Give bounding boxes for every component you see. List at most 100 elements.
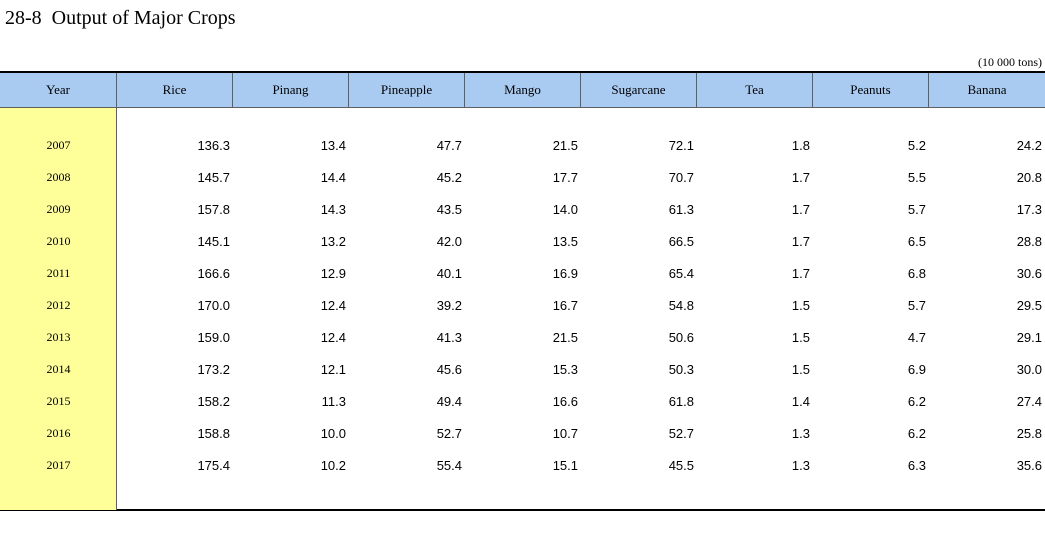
value-cell: 1.7 bbox=[791, 233, 810, 249]
year-cell: 2012 bbox=[46, 297, 71, 312]
value-cell: 39.2 bbox=[436, 297, 462, 313]
value-cell: 43.5 bbox=[436, 201, 462, 217]
year-cell: 2008 bbox=[46, 169, 71, 184]
header-rice: Rice bbox=[117, 73, 233, 107]
value-cell: 5.7 bbox=[907, 297, 926, 313]
header-pineapple: Pineapple bbox=[349, 73, 465, 107]
value-cell: 52.7 bbox=[668, 425, 694, 441]
table-row: 2013 159.0 12.4 41.3 21.5 50.6 1.5 4.7 29.1 bbox=[0, 321, 1045, 353]
header-sugarcane: Sugarcane bbox=[581, 73, 697, 107]
value-cell: 16.7 bbox=[552, 297, 578, 313]
table-row: 2008 145.7 14.4 45.2 17.7 70.7 1.7 5.5 20.8 bbox=[0, 161, 1045, 193]
value-cell: 1.3 bbox=[791, 425, 810, 441]
value-cell: 5.5 bbox=[907, 169, 926, 185]
value-cell: 21.5 bbox=[552, 137, 578, 153]
page-title: 28-8 Output of Major Crops bbox=[5, 7, 236, 29]
value-cell: 16.9 bbox=[552, 265, 578, 281]
value-cell: 25.8 bbox=[1016, 425, 1042, 441]
value-cell: 12.1 bbox=[320, 361, 346, 377]
value-cell: 5.7 bbox=[907, 201, 926, 217]
value-cell: 21.5 bbox=[552, 329, 578, 345]
table-row: 2014 173.2 12.1 45.6 15.3 50.3 1.5 6.9 30.0 bbox=[0, 353, 1045, 385]
value-cell: 4.7 bbox=[907, 329, 926, 345]
table-row: 2015 158.2 11.3 49.4 16.6 61.8 1.4 6.2 27.4 bbox=[0, 385, 1045, 417]
value-cell: 158.8 bbox=[197, 425, 230, 441]
table-rows: 2007 136.3 13.4 47.7 21.5 72.1 1.8 5.2 24.2 2008 1… bbox=[0, 129, 1045, 481]
value-cell: 41.3 bbox=[436, 329, 462, 345]
header-mango: Mango bbox=[465, 73, 581, 107]
value-cell: 11.3 bbox=[321, 393, 346, 409]
value-cell: 17.7 bbox=[552, 169, 578, 185]
value-cell: 14.0 bbox=[552, 201, 578, 217]
table-row: 2017 175.4 10.2 55.4 15.1 45.5 1.3 6.3 35.6 bbox=[0, 449, 1045, 481]
value-cell: 65.4 bbox=[668, 265, 694, 281]
header-peanuts: Peanuts bbox=[813, 73, 929, 107]
value-cell: 6.2 bbox=[907, 393, 926, 409]
value-cell: 40.1 bbox=[436, 265, 462, 281]
value-cell: 30.6 bbox=[1016, 265, 1042, 281]
value-cell: 1.3 bbox=[791, 457, 810, 473]
value-cell: 15.3 bbox=[552, 361, 578, 377]
table-row: 2007 136.3 13.4 47.7 21.5 72.1 1.8 5.2 24.2 bbox=[0, 129, 1045, 161]
header-banana: Banana bbox=[967, 82, 1007, 97]
value-cell: 66.5 bbox=[668, 233, 694, 249]
value-cell: 70.7 bbox=[668, 169, 694, 185]
value-cell: 13.2 bbox=[320, 233, 346, 249]
value-cell: 29.1 bbox=[1016, 329, 1042, 345]
table-row: 2016 158.8 10.0 52.7 10.7 52.7 1.3 6.2 25.8 bbox=[0, 417, 1045, 449]
value-cell: 158.2 bbox=[197, 393, 230, 409]
value-cell: 145.7 bbox=[197, 169, 230, 185]
value-cell: 170.0 bbox=[197, 297, 230, 313]
year-cell: 2011 bbox=[46, 265, 71, 280]
table-row: 2011 166.6 12.9 40.1 16.9 65.4 1.7 6.8 30.6 bbox=[0, 257, 1045, 289]
value-cell: 14.3 bbox=[320, 201, 346, 217]
value-cell: 10.2 bbox=[320, 457, 346, 473]
value-cell: 6.2 bbox=[907, 425, 926, 441]
value-cell: 28.8 bbox=[1016, 233, 1042, 249]
year-column-highlight bbox=[0, 108, 117, 510]
value-cell: 12.4 bbox=[320, 297, 346, 313]
value-cell: 6.9 bbox=[907, 361, 926, 377]
value-cell: 29.5 bbox=[1016, 297, 1042, 313]
table-row: 2010 145.1 13.2 42.0 13.5 66.5 1.7 6.5 28.8 bbox=[0, 225, 1045, 257]
value-cell: 30.0 bbox=[1016, 361, 1042, 377]
value-cell: 27.4 bbox=[1016, 393, 1042, 409]
value-cell: 17.3 bbox=[1016, 201, 1042, 217]
header-tea: Tea bbox=[697, 73, 813, 107]
value-cell: 175.4 bbox=[197, 457, 230, 473]
value-cell: 1.8 bbox=[791, 137, 810, 153]
value-cell: 50.3 bbox=[668, 361, 694, 377]
table-row: 2009 157.8 14.3 43.5 14.0 61.3 1.7 5.7 17.3 bbox=[0, 193, 1045, 225]
year-cell: 2013 bbox=[46, 329, 71, 344]
value-cell: 16.6 bbox=[552, 393, 578, 409]
unit-label: (10 000 tons) bbox=[978, 55, 1042, 69]
year-cell: 2017 bbox=[46, 457, 71, 472]
value-cell: 159.0 bbox=[197, 329, 230, 345]
value-cell: 1.5 bbox=[791, 361, 810, 377]
year-cell: 2016 bbox=[46, 425, 71, 440]
value-cell: 136.3 bbox=[197, 137, 230, 153]
value-cell: 45.6 bbox=[436, 361, 462, 377]
value-cell: 157.8 bbox=[197, 201, 230, 217]
value-cell: 173.2 bbox=[197, 361, 230, 377]
value-cell: 52.7 bbox=[436, 425, 462, 441]
value-cell: 13.5 bbox=[552, 233, 578, 249]
value-cell: 61.3 bbox=[668, 201, 694, 217]
value-cell: 1.7 bbox=[791, 201, 810, 217]
header-pinang: Pinang bbox=[233, 73, 349, 107]
value-cell: 54.8 bbox=[668, 297, 694, 313]
table-body: 2007 136.3 13.4 47.7 21.5 72.1 1.8 5.2 24.2 2008 1… bbox=[0, 108, 1045, 510]
value-cell: 6.3 bbox=[907, 457, 926, 473]
header-year: Year bbox=[0, 73, 117, 107]
value-cell: 12.4 bbox=[320, 329, 346, 345]
year-cell: 2010 bbox=[46, 233, 71, 248]
year-cell: 2015 bbox=[46, 393, 71, 408]
value-cell: 12.9 bbox=[320, 265, 346, 281]
value-cell: 14.4 bbox=[320, 169, 346, 185]
value-cell: 24.2 bbox=[1016, 137, 1042, 153]
value-cell: 61.8 bbox=[668, 393, 694, 409]
value-cell: 55.4 bbox=[436, 457, 462, 473]
value-cell: 45.2 bbox=[436, 169, 462, 185]
value-cell: 145.1 bbox=[197, 233, 230, 249]
value-cell: 20.8 bbox=[1016, 169, 1042, 185]
